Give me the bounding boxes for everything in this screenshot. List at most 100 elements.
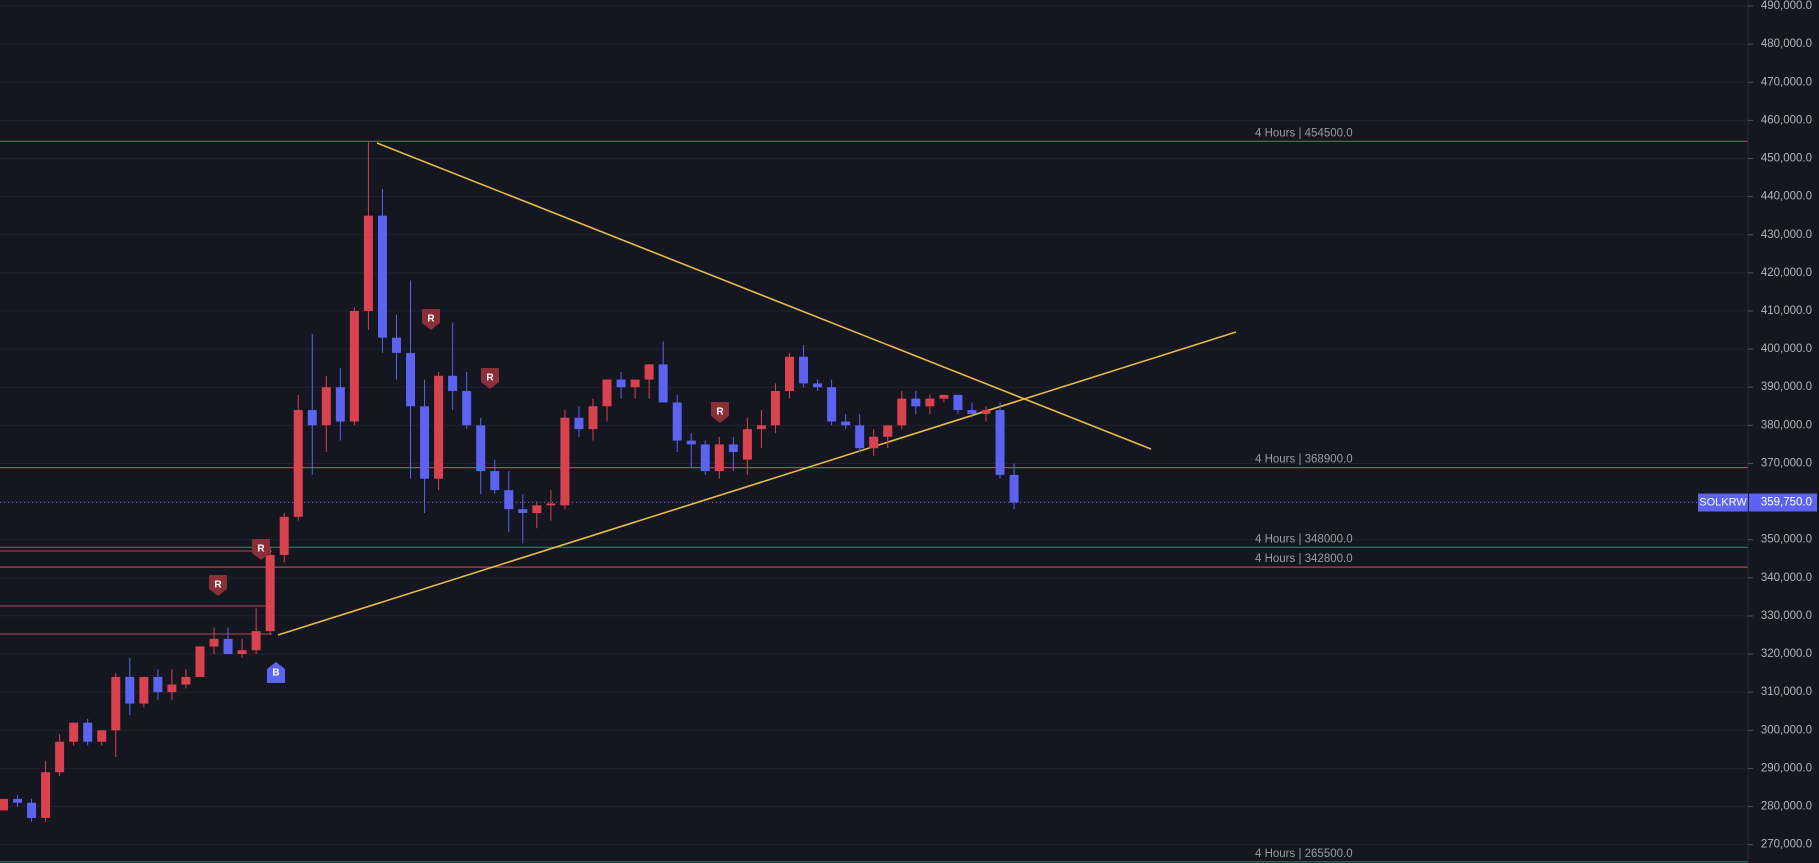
candle-body	[672, 402, 682, 441]
candle-body	[897, 398, 907, 426]
candle-body	[251, 631, 261, 651]
signal-marker	[481, 368, 499, 389]
candle-body	[391, 337, 401, 353]
y-tick-label: 320,000.0	[1761, 648, 1812, 660]
candle-body	[13, 798, 23, 803]
candle-body	[574, 417, 584, 430]
signal-marker	[209, 575, 227, 596]
y-tick-label: 470,000.0	[1761, 76, 1812, 88]
y-tick-label: 380,000.0	[1761, 419, 1812, 431]
price-badge	[1749, 493, 1817, 512]
symbol-label: SOLKRW	[1699, 496, 1747, 508]
candle-body	[658, 364, 668, 403]
candle-body	[1009, 474, 1019, 503]
signal-label: R	[716, 407, 724, 418]
candle-body	[644, 364, 654, 380]
candle-body	[504, 490, 514, 510]
candle-body	[293, 410, 303, 517]
candle-body	[728, 444, 738, 453]
levels: 4 Hours | 454500.0 4 Hours | 368900.0 4 Ho…	[0, 127, 1748, 863]
candle-body	[883, 425, 893, 437]
candle-body	[181, 676, 191, 685]
level-label: 4 Hours | 342800.0	[1255, 553, 1353, 565]
markers: R R R R R B	[209, 309, 729, 683]
signal-label: R	[257, 544, 265, 555]
candle-body	[686, 440, 696, 445]
candle-body	[476, 425, 486, 472]
drawings	[0, 142, 1237, 636]
candles	[0, 141, 1019, 822]
candle-body	[223, 638, 233, 655]
y-tick-label: 430,000.0	[1761, 229, 1812, 241]
candle-body	[869, 436, 879, 449]
candle-body	[153, 676, 163, 693]
signal-label: R	[214, 580, 222, 591]
candle-body	[967, 410, 977, 414]
candle-body	[335, 387, 345, 422]
candle-body	[630, 379, 640, 388]
signal-label: R	[486, 373, 494, 384]
y-tick-label: 400,000.0	[1761, 343, 1812, 355]
candle-body	[448, 375, 458, 392]
candle-body	[125, 676, 135, 704]
candle-body	[420, 406, 430, 479]
trend-line	[277, 331, 1237, 636]
candle-body	[434, 375, 444, 479]
candle-body	[841, 421, 851, 426]
candle-body	[602, 379, 612, 407]
symbol-badge	[1698, 493, 1748, 512]
signal-marker	[711, 402, 729, 423]
candle-body	[195, 646, 205, 677]
candle-body	[770, 391, 780, 426]
candle-body	[813, 383, 823, 388]
candle-body	[27, 802, 37, 818]
candle-body	[756, 425, 766, 430]
candle-body	[939, 394, 949, 399]
candle-body	[307, 410, 317, 426]
level-label: 4 Hours | 348000.0	[1255, 533, 1353, 545]
level-label: 4 Hours | 454500.0	[1255, 127, 1353, 139]
y-tick-label: 300,000.0	[1761, 724, 1812, 736]
level-label: 4 Hours | 265500.0	[1255, 848, 1353, 860]
y-tick-label: 440,000.0	[1761, 191, 1812, 203]
candle-body	[321, 387, 331, 426]
candle-body	[209, 638, 219, 647]
y-tick-label: 270,000.0	[1761, 839, 1812, 851]
candle-body	[349, 310, 359, 422]
candle-body	[953, 394, 963, 411]
candle-body	[377, 215, 387, 338]
candle-body	[167, 684, 177, 693]
candle-body	[995, 410, 1005, 475]
y-tick-label: 290,000.0	[1761, 762, 1812, 774]
signal-label: R	[427, 314, 435, 325]
candle-body	[69, 722, 79, 742]
candle-body	[700, 444, 710, 472]
candle-body	[237, 650, 247, 655]
price-axis: 270,000.0 280,000.0 290,000.0 300,000.0 310,…	[1698, 0, 1817, 851]
candle-body	[616, 379, 626, 388]
signal-marker	[252, 539, 270, 560]
signal-marker	[422, 309, 440, 330]
signal-label: B	[272, 668, 279, 679]
candle-body	[462, 391, 472, 426]
candle-body	[560, 417, 570, 506]
candle-body	[981, 410, 991, 414]
y-tick-label: 460,000.0	[1761, 114, 1812, 126]
y-tick-label: 490,000.0	[1761, 0, 1812, 12]
candle-body	[97, 730, 107, 742]
y-tick-label: 330,000.0	[1761, 610, 1812, 622]
candle-body	[279, 516, 289, 555]
candle-body	[406, 352, 416, 407]
level-label: 4 Hours | 368900.0	[1255, 454, 1353, 466]
candle-body	[588, 406, 598, 430]
candle-body	[742, 429, 752, 460]
y-tick-label: 310,000.0	[1761, 686, 1812, 698]
candle-body	[139, 676, 149, 704]
y-tick-label: 450,000.0	[1761, 153, 1812, 165]
candle-body	[784, 356, 794, 392]
candle-body	[799, 356, 809, 384]
